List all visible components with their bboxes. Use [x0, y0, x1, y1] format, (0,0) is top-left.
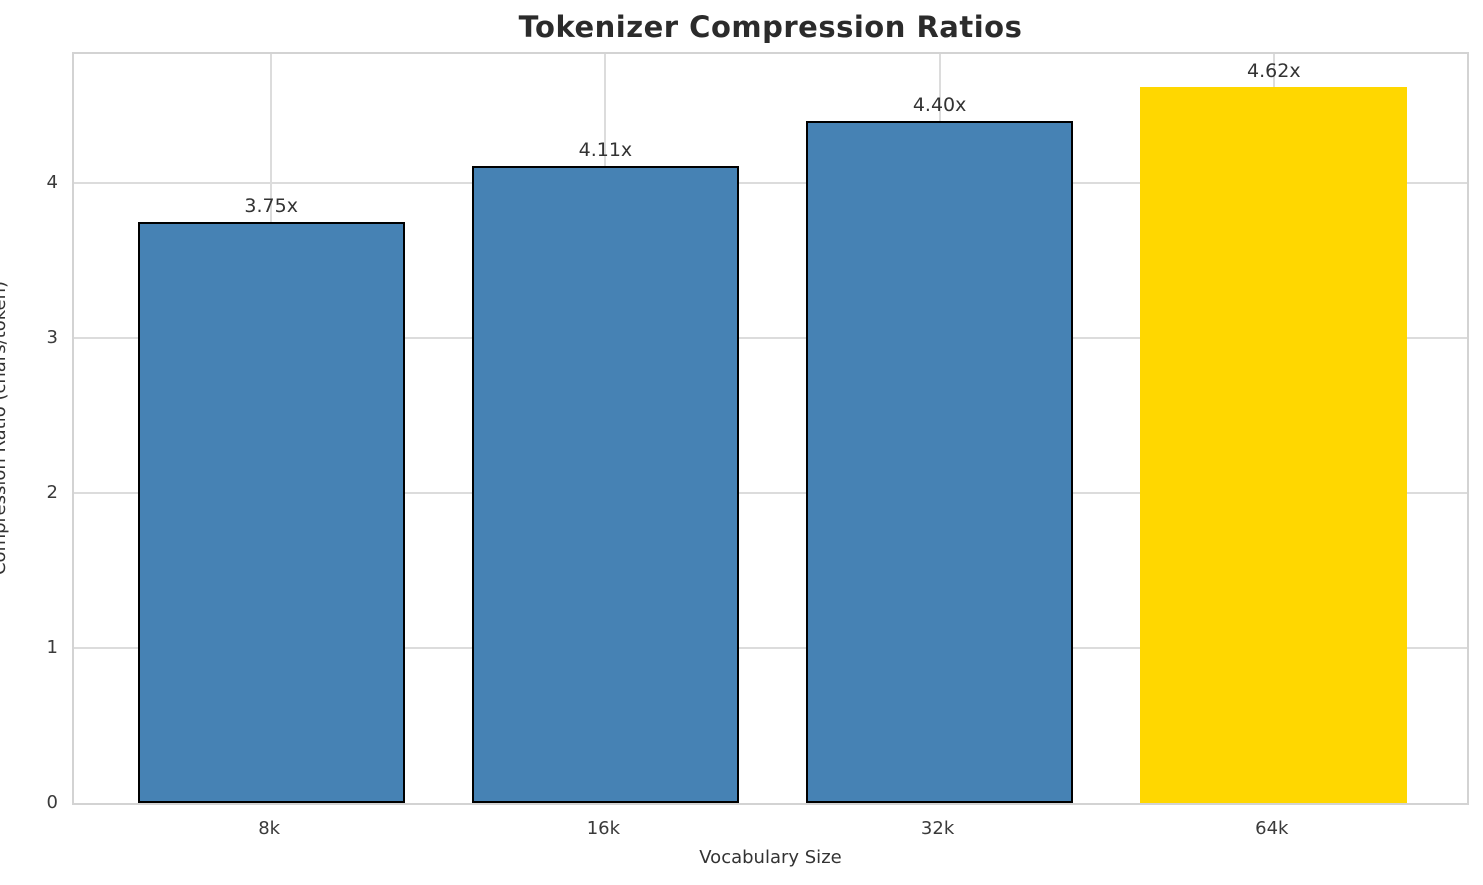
bar	[137, 221, 405, 803]
gridline-horizontal	[74, 647, 1467, 650]
y-axis-label: Compression Ratio (chars/token)	[0, 280, 10, 576]
bar-value-label: 3.75x	[244, 194, 298, 217]
x-tick-label: 32k	[920, 818, 955, 839]
x-tick-label: 16k	[586, 818, 621, 839]
y-tick-label: 1	[46, 637, 58, 659]
gridline-horizontal	[74, 182, 1467, 185]
x-tick-label: 8k	[258, 818, 281, 839]
bar	[471, 166, 740, 803]
y-tick-label: 3	[46, 327, 58, 349]
y-tick-label: 0	[46, 792, 58, 813]
bar-value-label: 4.11x	[578, 139, 633, 162]
plot-area: 3.75x 4.11x 4.40x 4.62x	[72, 52, 1469, 805]
chart-title: Tokenizer Compression Ratios	[518, 10, 1023, 44]
bar	[805, 121, 1074, 803]
gridline-horizontal	[74, 337, 1467, 340]
gridline-horizontal	[74, 492, 1467, 495]
bar-value-label: 4.62x	[1247, 60, 1301, 83]
y-tick-label: 4	[46, 172, 58, 194]
x-axis-label: Vocabulary Size	[699, 847, 842, 868]
y-tick-label: 2	[46, 482, 58, 504]
bar	[1140, 87, 1408, 803]
x-tick-label: 64k	[1255, 818, 1289, 839]
bar-value-label: 4.40x	[912, 94, 967, 117]
